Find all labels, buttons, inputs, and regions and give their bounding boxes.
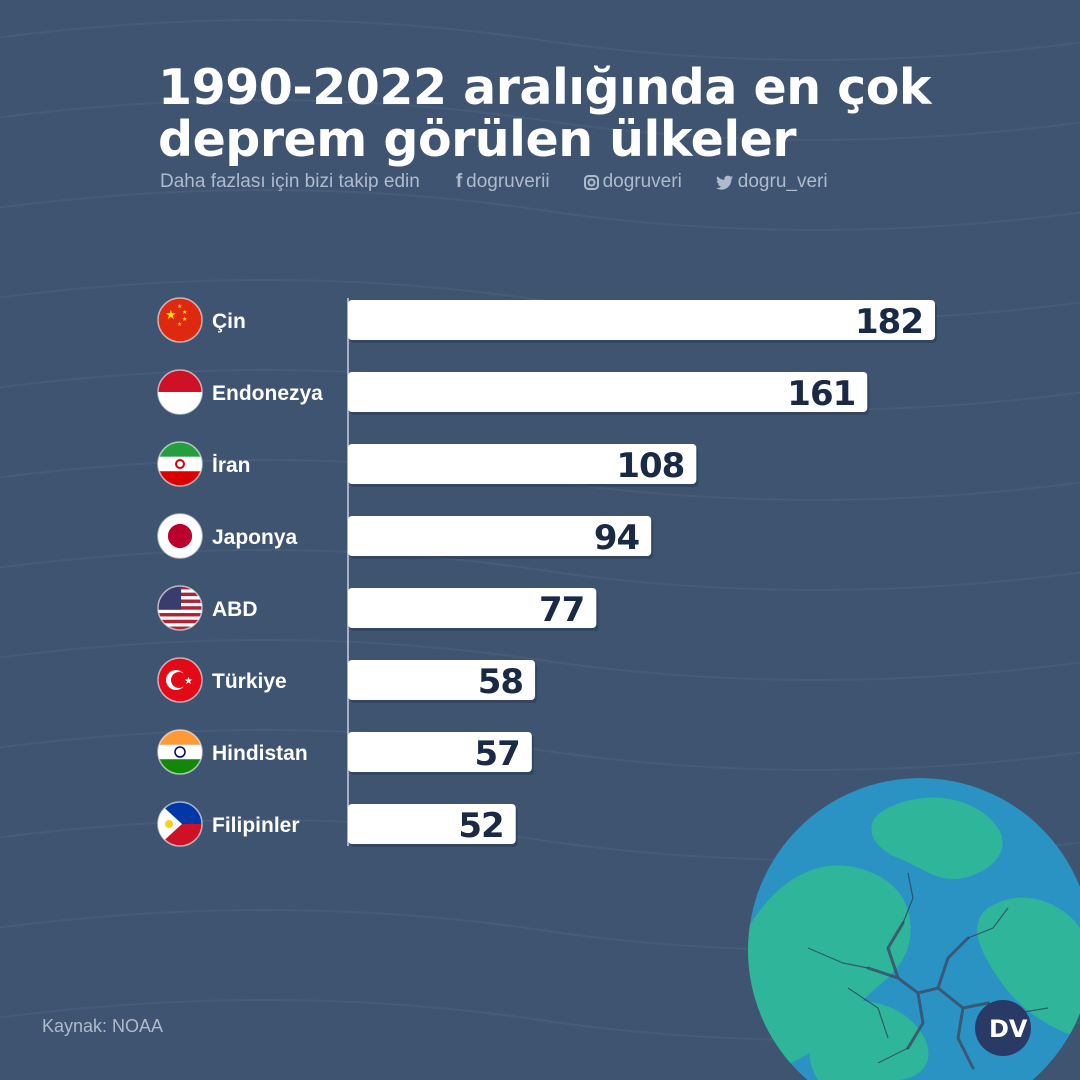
instagram-handle: dogruveri — [602, 171, 682, 192]
flag-crescent-cut — [171, 672, 187, 688]
data-label: 52 — [458, 806, 503, 846]
flag-canton — [158, 586, 182, 610]
data-label: 108 — [616, 446, 684, 486]
flag-ring — [157, 729, 203, 775]
flag-star: ★ — [182, 316, 187, 323]
chart-row: İran 108 — [157, 441, 699, 487]
category-label: Çin — [212, 310, 246, 333]
flag-star: ★ — [177, 303, 182, 310]
globe-illustration: DV — [748, 778, 1080, 1080]
logo-text: DV — [989, 1015, 1028, 1043]
twitter-icon — [715, 175, 733, 190]
category-label: Türkiye — [212, 670, 287, 693]
flag-stripe — [158, 609, 202, 614]
chart-row: ABD 77 — [157, 585, 599, 631]
follow-text: Daha fazlası için bizi takip edin — [160, 171, 420, 192]
facebook-handle: dogruverii — [466, 171, 550, 192]
china-flag-icon: ★★★★★ — [158, 298, 202, 342]
data-label: 58 — [478, 662, 523, 702]
chart-title-line-1: 1990-2022 aralığında en çok — [158, 59, 931, 116]
flag-star: ★ — [184, 676, 193, 687]
chart-row: ★ Türkiye 58 — [157, 657, 538, 703]
twitter-handle: dogru_veri — [737, 171, 828, 192]
bar — [348, 732, 532, 772]
facebook-link[interactable]: f dogruverii — [456, 171, 550, 193]
flag-star: ★ — [177, 321, 182, 328]
category-label: Filipinler — [212, 814, 300, 837]
turkey-flag-icon: ★ — [158, 658, 202, 702]
data-label: 161 — [787, 374, 855, 414]
bar — [348, 660, 536, 700]
indonesia-flag-icon — [158, 370, 202, 414]
japan-flag-icon — [158, 514, 202, 558]
flag-ring — [157, 801, 203, 847]
bar — [348, 372, 868, 412]
flag-stripe — [158, 616, 202, 620]
bar — [348, 516, 652, 556]
chart-row: Japonya 94 — [157, 513, 654, 559]
flag-sun — [167, 523, 193, 549]
flag-ring — [157, 585, 203, 631]
chart-row: Hindistan 57 — [157, 729, 534, 775]
flag-stripe — [158, 744, 202, 760]
flag-stripe — [158, 613, 202, 617]
flag-ring — [157, 297, 203, 343]
data-label: 182 — [855, 302, 923, 342]
flag-star: ★ — [182, 309, 187, 316]
chart-row: Filipinler 52 — [157, 801, 518, 847]
flag-star: ★ — [165, 308, 177, 323]
bar — [348, 300, 935, 340]
category-label: Endonezya — [212, 382, 323, 405]
flag-ring — [157, 441, 203, 487]
flag-stripe — [158, 456, 202, 472]
philippines-flag-icon — [158, 802, 202, 846]
instagram-icon — [583, 174, 599, 190]
instagram-link[interactable]: dogruveri — [583, 171, 682, 193]
data-label: 57 — [475, 734, 520, 774]
flag-emblem — [175, 459, 185, 469]
bar — [348, 588, 597, 628]
category-label: Hindistan — [212, 742, 308, 765]
data-label: 94 — [594, 518, 640, 558]
category-label: Japonya — [212, 526, 298, 549]
flag-chakra — [174, 746, 186, 758]
flag-stripe — [158, 626, 202, 630]
flag-ring — [157, 657, 203, 703]
flag-stripe — [158, 623, 202, 627]
flag-ring — [157, 369, 203, 415]
data-label: 77 — [539, 590, 584, 630]
chart-title-line-2: deprem görülen ülkeler — [158, 111, 797, 168]
flag-field — [158, 298, 202, 342]
social-bar: Daha fazlası için bizi takip edin f dogr… — [160, 170, 828, 194]
twitter-link[interactable]: dogru_veri — [715, 171, 828, 193]
bar — [348, 804, 516, 844]
flag-stripe — [158, 392, 202, 414]
flag-sun — [165, 820, 173, 828]
bar — [348, 444, 697, 484]
facebook-icon: f — [455, 171, 463, 192]
source-note: Kaynak: NOAA — [42, 1016, 164, 1036]
flag-ring — [157, 513, 203, 559]
category-label: ABD — [212, 598, 258, 621]
chart-row: ★★★★★ Çin 182 — [157, 297, 937, 343]
chart-row: Endonezya 161 — [157, 369, 870, 415]
flag-stripe — [158, 370, 202, 392]
flag-stripe — [158, 619, 202, 624]
category-label: İran — [212, 454, 251, 477]
logo-badge — [975, 1000, 1031, 1056]
chart-title: 1990-2022 aralığında en çok deprem görül… — [158, 62, 1018, 166]
